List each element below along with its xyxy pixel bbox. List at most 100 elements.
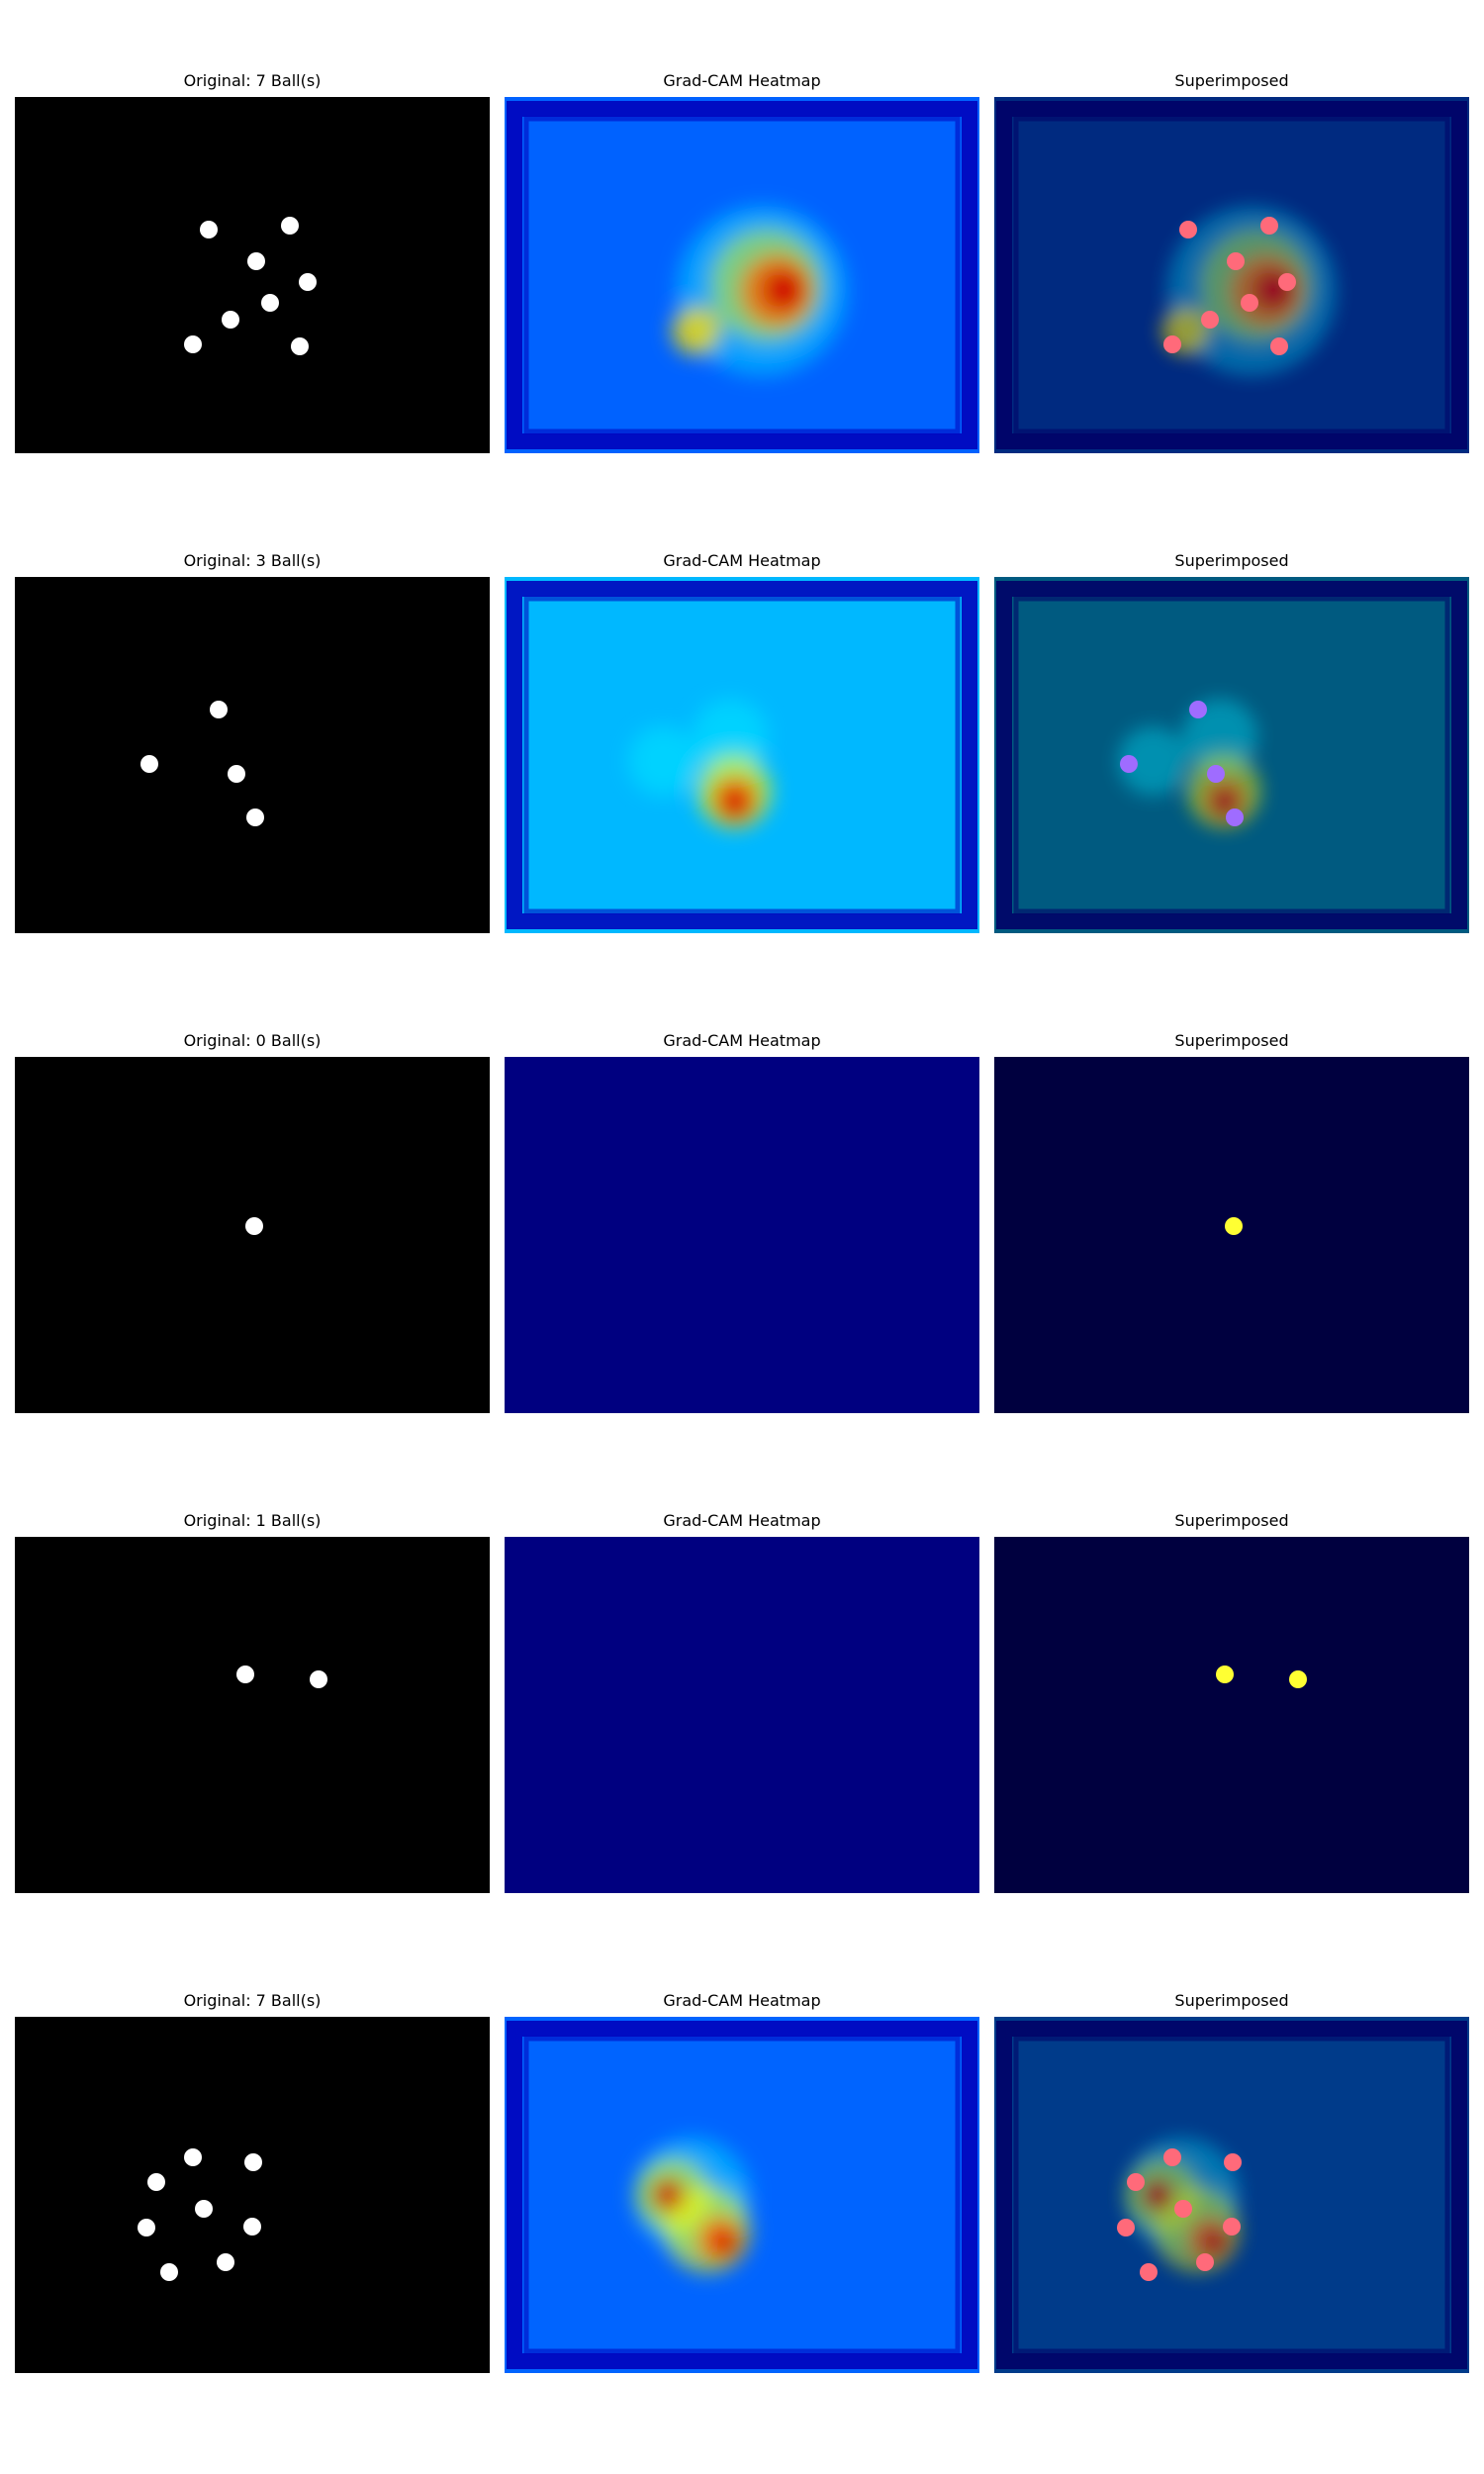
overlay-ball-8 (1140, 2263, 1158, 2281)
overlay-ball-4 (1226, 809, 1244, 826)
gradcam-heatmap-image (505, 2017, 979, 2373)
ball-8 (291, 337, 309, 355)
overlay-ball-4 (1174, 2200, 1192, 2218)
original-title: Original: 0 Ball(s) (183, 1031, 322, 1050)
ball-4 (299, 273, 317, 291)
gradcam-heatmap-image-svg (505, 1057, 979, 1413)
ball-5 (243, 2218, 261, 2236)
ball-8 (160, 2263, 178, 2281)
overlay-ball-1 (1216, 1665, 1234, 1683)
overlay-ball-6 (1117, 2219, 1135, 2236)
heatmap-hotspot (1203, 2230, 1229, 2255)
gradcam-heatmap-image (505, 577, 979, 933)
gradcam-heatmap-image (505, 97, 979, 453)
gradcam-heatmap-image-svg (505, 577, 979, 933)
original-image-svg (15, 97, 490, 453)
superimposed-image (994, 2017, 1469, 2373)
superimposed-title: Superimposed (1174, 1511, 1289, 1530)
overlay-ball-5 (1241, 294, 1258, 312)
heatmap-title: Grad-CAM Heatmap (663, 71, 821, 90)
ball-3 (147, 2173, 165, 2191)
ball-3 (228, 765, 245, 783)
original-title: Original: 7 Ball(s) (183, 1991, 322, 2010)
gradcam-heatmap-image-svg (505, 1537, 979, 1893)
ball-2 (310, 1670, 327, 1688)
ball-2 (140, 755, 158, 773)
heatmap-hotspot (628, 726, 697, 796)
overlay-ball-4 (1278, 273, 1296, 291)
overlay-ball-3 (1207, 765, 1225, 783)
overlay-ball-5 (1223, 2218, 1241, 2236)
ball-1 (184, 2148, 202, 2166)
superimposed-title: Superimposed (1174, 71, 1289, 90)
ball-7 (184, 335, 202, 353)
gradcam-heatmap-image (505, 1537, 979, 1893)
superimposed-image (994, 577, 1469, 933)
overlay-ball-3 (1127, 2173, 1145, 2191)
overlay-ball-1 (1225, 1217, 1243, 1235)
heatmap-hotspot (693, 699, 768, 774)
ball-1 (210, 701, 228, 718)
superimposed-image-svg (994, 1537, 1469, 1893)
overlay-ball-2 (1120, 755, 1138, 773)
overlay-ball-2 (1260, 217, 1278, 235)
superimposed-image-svg (994, 97, 1469, 453)
overlay-ball-2 (1289, 1670, 1307, 1688)
heatmap-title: Grad-CAM Heatmap (663, 551, 821, 570)
superimposed-title: Superimposed (1174, 1991, 1289, 2010)
original-title: Original: 1 Ball(s) (183, 1511, 322, 1530)
original-image-svg (15, 2017, 490, 2373)
heatmap-hotspot (1141, 2178, 1174, 2212)
original-image (15, 1057, 490, 1413)
overlay-ball-8 (1270, 337, 1288, 355)
ball-6 (138, 2219, 155, 2236)
overlay-ball-7 (1163, 335, 1181, 353)
gradcam-heatmap-image (505, 1057, 979, 1413)
superimposed-image-svg (994, 2017, 1469, 2373)
ball-1 (200, 221, 218, 238)
superimposed-title: Superimposed (1174, 1031, 1289, 1050)
overlay-ball-1 (1179, 221, 1197, 238)
heatmap-title: Grad-CAM Heatmap (663, 1991, 821, 2010)
original-image (15, 577, 490, 933)
heatmap-hotspot (1118, 726, 1187, 796)
superimposed-title: Superimposed (1174, 551, 1289, 570)
original-image-svg (15, 1057, 490, 1413)
ball-2 (244, 2153, 262, 2171)
ball-4 (246, 809, 264, 826)
ball-5 (261, 294, 279, 312)
original-image (15, 2017, 490, 2373)
overlay-ball-1 (1163, 2148, 1181, 2166)
heatmap-hotspot (720, 788, 750, 817)
overlay-ball-2 (1224, 2153, 1242, 2171)
heatmap-hotspot (672, 306, 721, 355)
superimposed-image (994, 1057, 1469, 1413)
superimposed-image-svg (994, 1057, 1469, 1413)
original-title: Original: 7 Ball(s) (183, 71, 322, 90)
gradcam-heatmap-image-svg (505, 2017, 979, 2373)
ball-6 (222, 311, 239, 329)
superimposed-image (994, 97, 1469, 453)
heatmap-title: Grad-CAM Heatmap (663, 1511, 821, 1530)
heatmap-title: Grad-CAM Heatmap (663, 1031, 821, 1050)
ball-1 (245, 1217, 263, 1235)
superimposed-image-svg (994, 577, 1469, 933)
overlay-ball-3 (1227, 252, 1245, 270)
original-image (15, 1537, 490, 1893)
ball-2 (281, 217, 299, 235)
ball-3 (247, 252, 265, 270)
overlay-ball-7 (1196, 2253, 1214, 2271)
superimposed-image (994, 1537, 1469, 1893)
original-image-svg (15, 577, 490, 933)
heatmap-hotspot (651, 2178, 685, 2212)
original-image-svg (15, 1537, 490, 1893)
ball-7 (217, 2253, 234, 2271)
original-title: Original: 3 Ball(s) (183, 551, 322, 570)
ball-1 (236, 1665, 254, 1683)
overlay-ball-1 (1189, 701, 1207, 718)
overlay-ball-6 (1201, 311, 1219, 329)
heatmap-hotspot (762, 268, 805, 312)
ball-4 (195, 2200, 213, 2218)
original-image (15, 97, 490, 453)
